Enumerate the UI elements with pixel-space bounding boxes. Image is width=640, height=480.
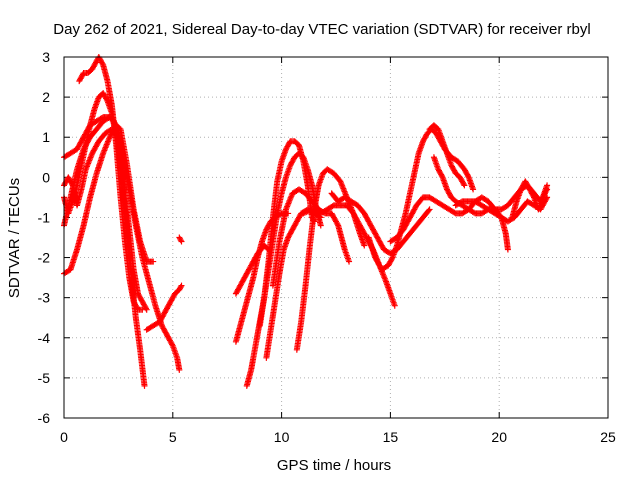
plot-frame: [63, 56, 609, 419]
data-point-markers: [426, 122, 468, 189]
y-tick-label: 0: [42, 169, 50, 185]
y-tick-label: -6: [38, 410, 51, 426]
data-point-markers: [256, 138, 318, 329]
axis-ticks: 0 5 10 15 20 25 -6 -5 -4 -3 -2 -1 0 1 2 3: [38, 49, 616, 445]
x-tick-label: 10: [274, 429, 290, 445]
y-tick-label: 2: [42, 89, 50, 105]
data-point-markers: [176, 234, 185, 245]
series-arc-8: [176, 234, 185, 245]
y-axis-label: SDTVAR / TECUs: [6, 178, 23, 298]
y-tick-label: 3: [42, 49, 50, 65]
y-tick-label: -3: [38, 290, 51, 306]
chart-title: Day 262 of 2021, Sidereal Day-to-day VTE…: [53, 21, 590, 38]
series-arc-23: [509, 178, 551, 221]
series-arc-20: [426, 122, 468, 189]
y-tick-label: -5: [38, 370, 51, 386]
y-tick-label: -1: [38, 209, 51, 225]
x-tick-label: 25: [600, 429, 616, 445]
y-tick-label: 1: [42, 129, 50, 145]
x-tick-label: 15: [383, 429, 399, 445]
y-tick-label: -2: [38, 250, 51, 266]
series-arc-7: [143, 282, 185, 333]
data-point-markers: [143, 282, 185, 333]
x-tick-label: 0: [60, 429, 68, 445]
x-tick-label: 5: [169, 429, 177, 445]
series-arc-12: [256, 138, 318, 329]
data-point-markers: [509, 178, 551, 221]
x-axis-label: GPS time / hours: [277, 457, 391, 474]
grid: [64, 57, 608, 418]
y-tick-label: -4: [38, 330, 51, 346]
data-points: [61, 54, 551, 389]
x-tick-label: 20: [491, 429, 507, 445]
